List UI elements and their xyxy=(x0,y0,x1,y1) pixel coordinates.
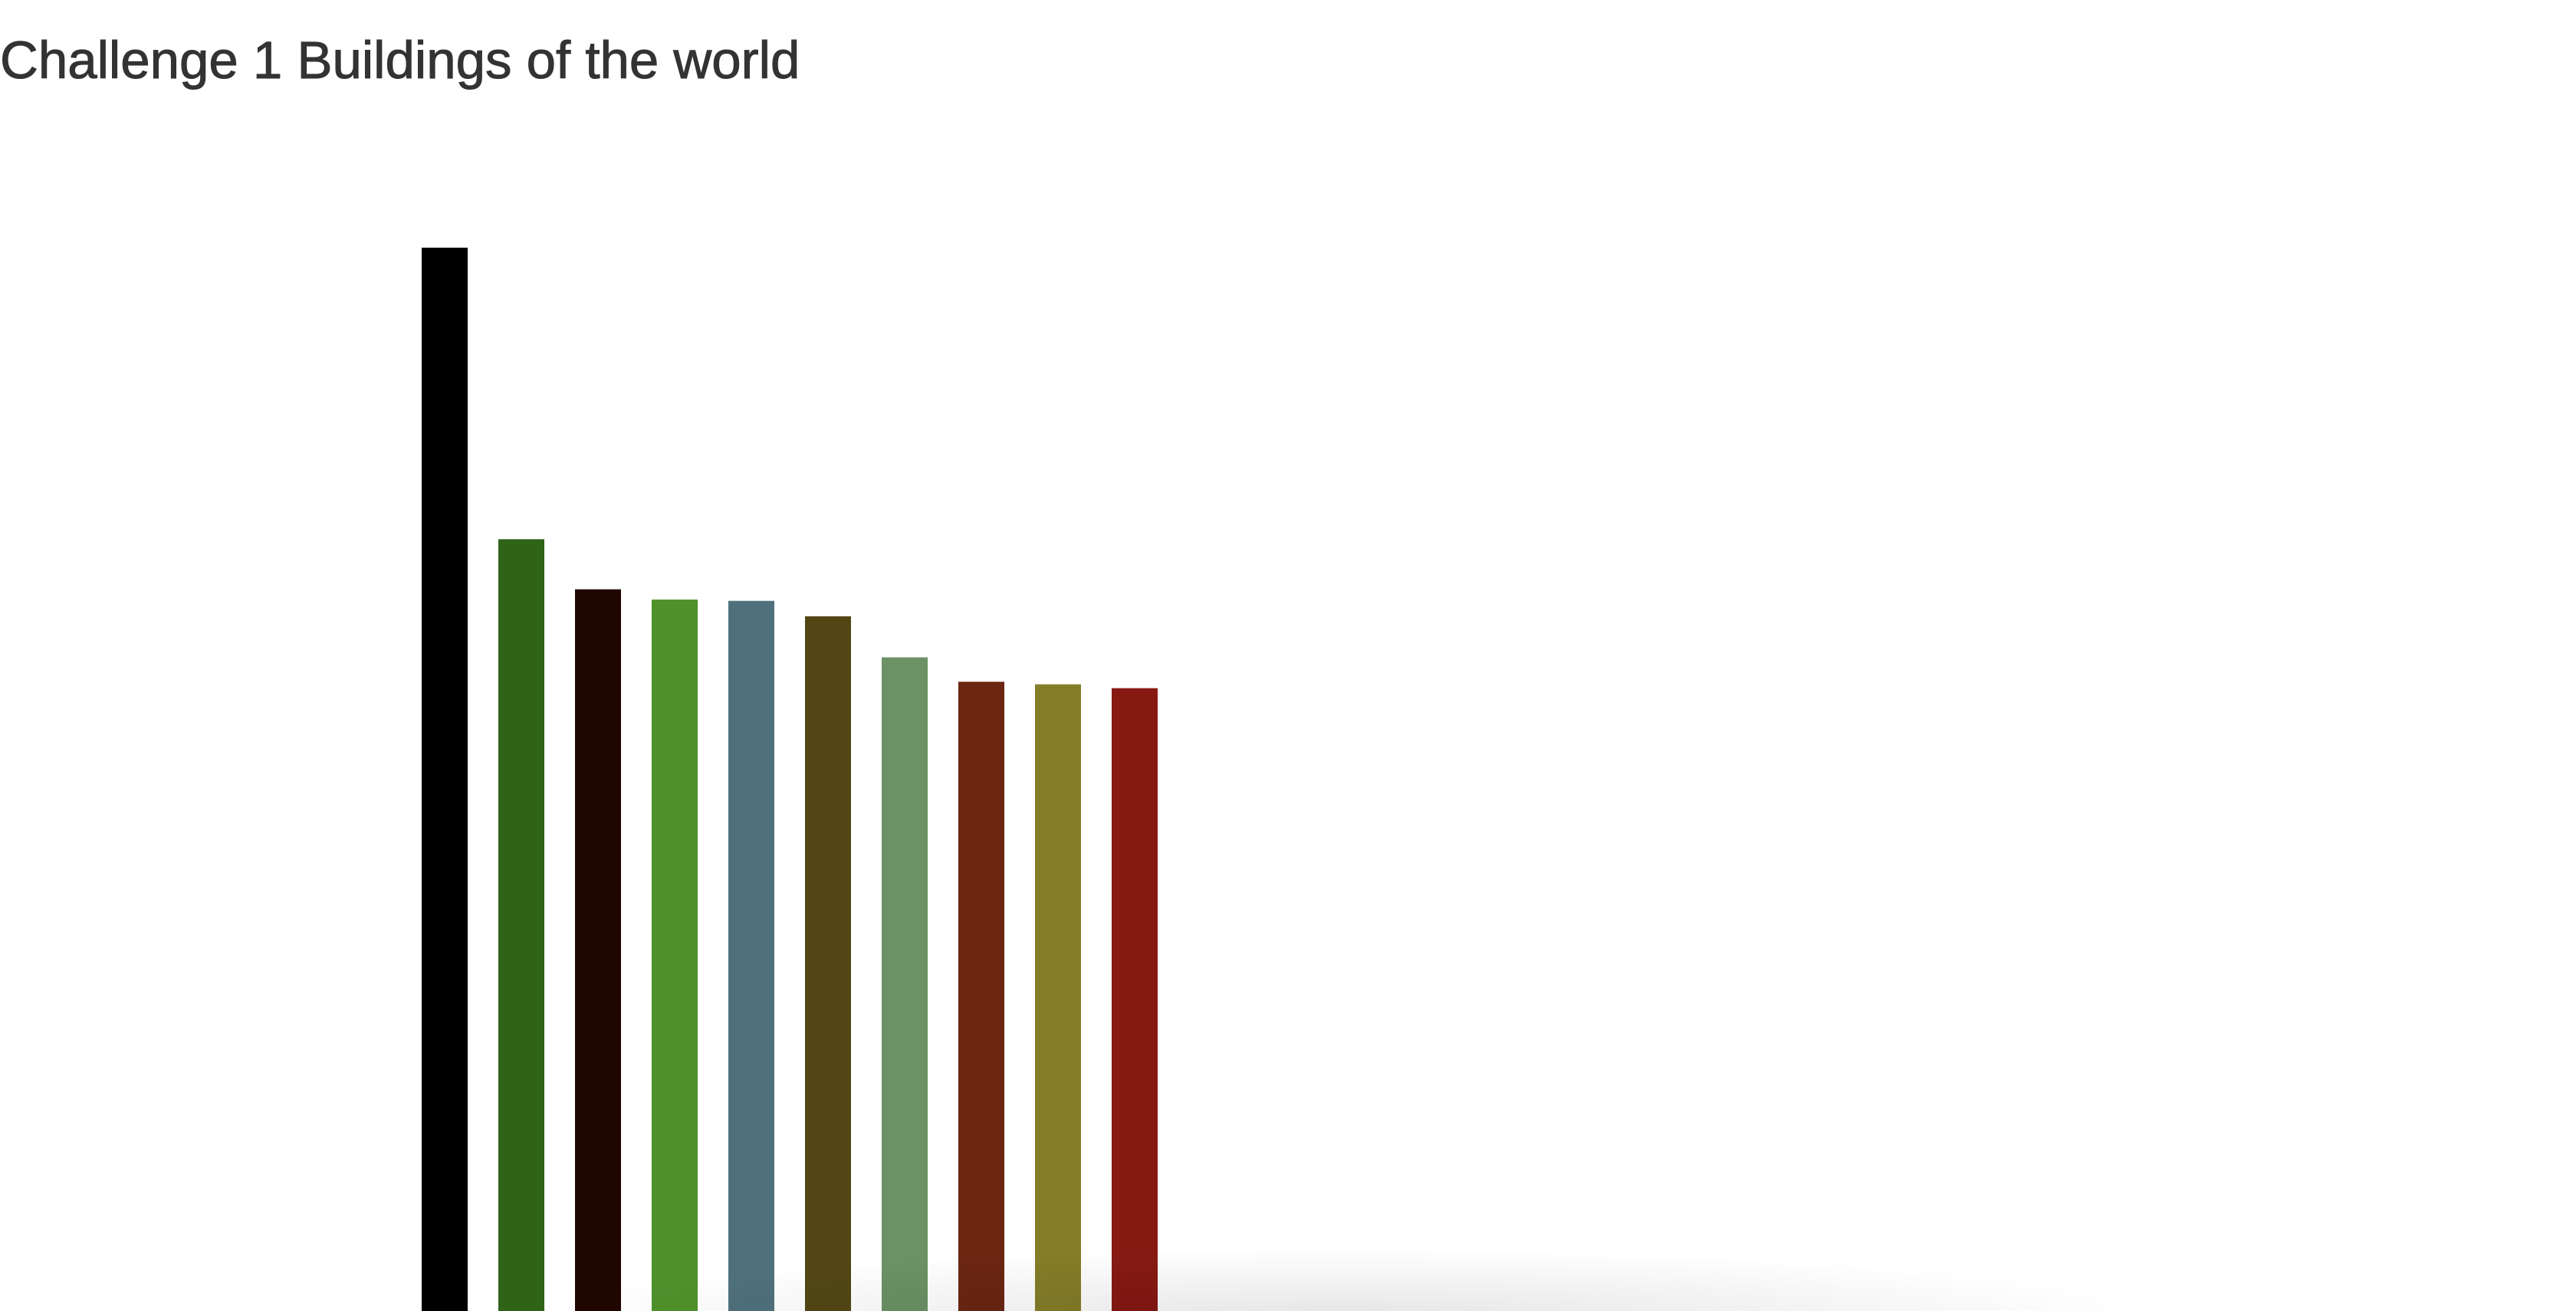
bar-9 xyxy=(1035,684,1081,1311)
bar-10 xyxy=(1112,688,1158,1311)
bar-1 xyxy=(422,248,468,1311)
bar-7 xyxy=(882,657,928,1311)
bar-5 xyxy=(728,600,774,1311)
bar-6 xyxy=(805,616,851,1311)
page-title: Challenge 1 Buildings of the world xyxy=(0,31,800,90)
bar-2 xyxy=(498,539,544,1311)
bar-4 xyxy=(652,600,698,1311)
bar-8 xyxy=(958,682,1004,1311)
bar-3 xyxy=(575,589,621,1311)
